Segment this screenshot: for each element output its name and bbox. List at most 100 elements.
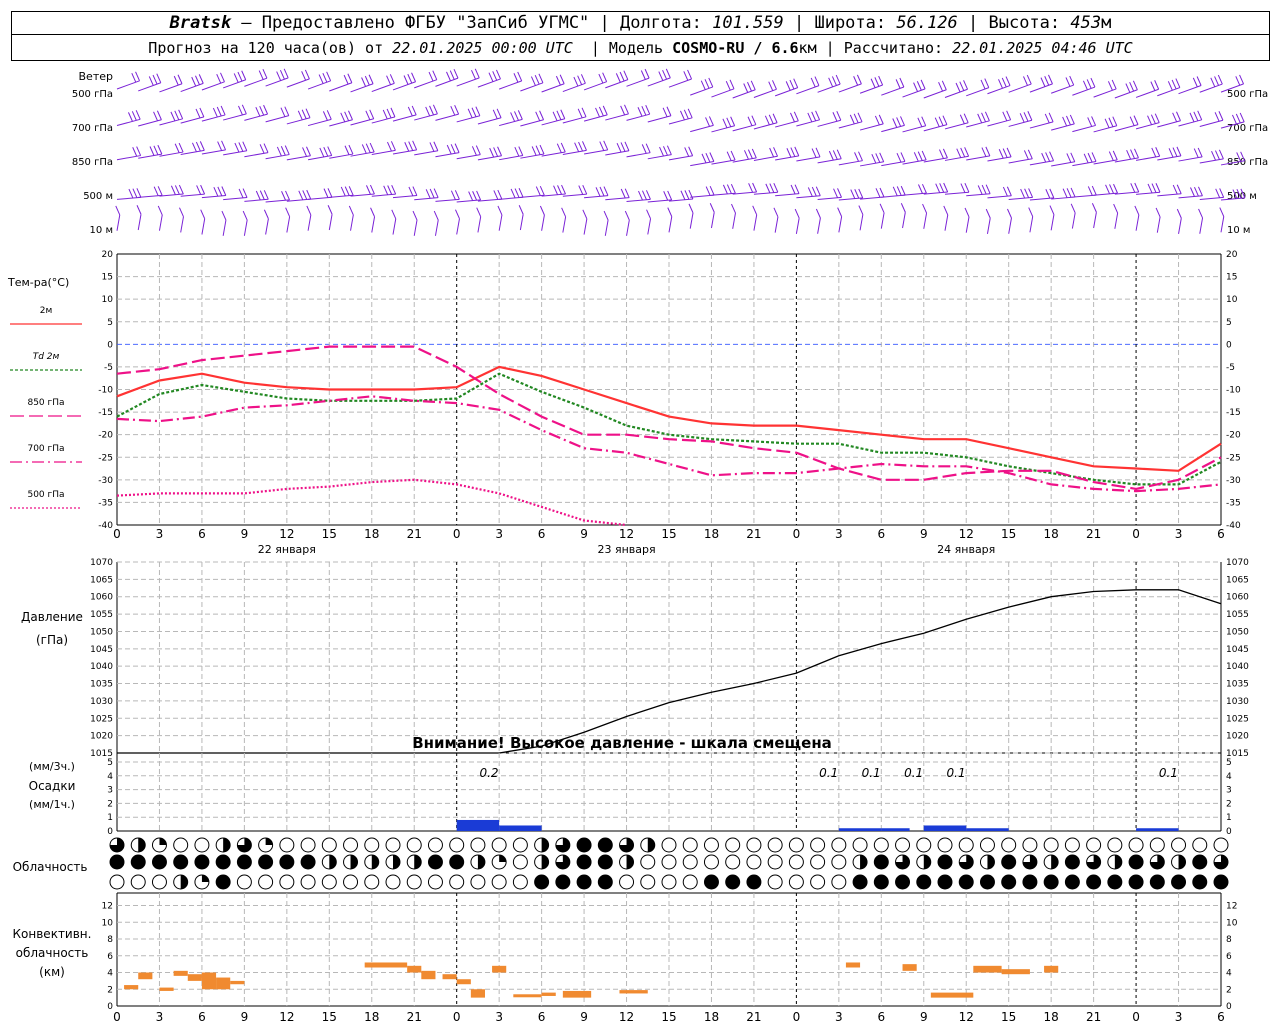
wind-barb-staff [1178,218,1182,234]
wind-barb-feather [241,70,247,80]
wind-barb-feather [875,188,881,198]
wind-barb-feather [1062,116,1068,127]
wind-barb-feather [128,188,134,199]
wind-barb-feather [620,105,626,116]
wind-barb-feather [1070,187,1076,198]
temp-ytick-right: -35 [1226,498,1241,508]
cloud-symbol [300,874,316,890]
cloud-fill-full [725,875,740,889]
precip-ytick-left: 5 [107,758,113,768]
wind-barb-feather [259,105,265,116]
wind-barb-staff [1220,216,1225,233]
wind-barb-staff [859,214,864,231]
wind-barb-feather [616,142,622,153]
wind-barb-feather [450,190,456,200]
pressure-line [117,589,1222,754]
cloud-fill-full [1044,875,1059,889]
wind-barb-feather [348,186,354,196]
temp-series-line [116,345,1222,491]
wind-barb-feather [730,150,736,161]
temp-ytick-right: -40 [1226,521,1241,531]
cloud-fill-partial [180,875,188,889]
time-tick-temp: 21 [746,527,761,541]
wind-barb-staff [1178,85,1202,95]
wind-barb-staff [1071,212,1076,229]
wind-barb-feather [534,74,540,85]
wind-barb-staff [1029,121,1054,129]
pressure-title: Давление [21,610,83,624]
wind-barb-feather [878,114,884,125]
wind-barb-feather [552,111,558,122]
cloud-symbol [109,874,125,890]
wind-barb-feather [1155,147,1161,157]
time-tick-temp: 0 [793,527,801,541]
wind-barb-feather [132,147,138,157]
wind-barb-staff [1114,89,1138,99]
wind-barb-feather [659,146,664,157]
wind-level-label-right: 850 гПа [1227,157,1268,168]
wind-barb-feather [790,112,795,123]
wind-barb-staff [541,214,545,231]
wind-barb-staff [329,119,353,127]
wind-barb-staff [859,161,884,167]
wind-barb-feather [955,82,961,93]
wind-barb-feather [156,73,162,83]
wind-barb-feather [700,80,706,90]
wind-barb-feather [577,108,583,119]
wind-barb-staff [180,82,204,93]
wind-barb-feather [1235,113,1241,124]
wind-barb-staff [265,77,289,87]
wind-barb-feather [318,74,324,84]
wind-barb-feather [556,143,562,153]
cloud-fill-full [1022,875,1037,889]
wind-barb-feather [195,75,200,85]
wind-barb-feather [1007,208,1012,219]
cloud-fill-full [916,875,931,889]
temp-legend-label: Td 2м [33,352,60,362]
wind-barb-staff [923,89,947,99]
cloud-symbol [1149,837,1165,853]
time-tick-temp: 18 [1044,527,1059,541]
wind-barb-feather [705,152,711,163]
wind-barb-staff [732,191,757,195]
cloud-symbol [619,874,635,890]
wind-barb-feather [348,205,354,216]
wind-barb-feather [497,146,503,156]
precip-label-3h: (мм/3ч.) [29,760,75,773]
pressure-ytick-right: 1025 [1226,714,1249,724]
conv-ytick-right: 2 [1226,985,1232,995]
wind-barb-feather [1172,184,1178,195]
conv-cloud-segment [124,985,139,990]
precip-ytick-left: 2 [107,799,113,809]
wind-barb-staff [180,193,205,197]
wind-barb-staff [1178,119,1202,127]
wind-barb-feather [751,148,757,159]
wind-barb-staff [796,85,820,95]
wind-barb-feather [174,143,180,153]
wind-barb-staff [371,149,396,156]
time-tick-bottom: 9 [241,1010,249,1024]
time-tick-bottom: 6 [877,1010,885,1024]
wind-barb-feather [1023,76,1028,86]
wind-barb-feather [518,205,524,215]
wind-barb-feather [560,109,566,119]
wind-barb-feather [645,190,651,200]
conv-cloud-segment [187,974,202,981]
wind-barb-staff [116,80,140,90]
wind-barb-feather [1091,185,1097,196]
temp-axis-title: Тем-ра(°C) [7,276,69,289]
wind-barb-feather [853,76,859,86]
time-tick-temp: 9 [920,527,928,541]
wind-barb-feather [556,110,562,120]
cloud-symbol [661,837,677,853]
time-tick-bottom: 18 [1044,1010,1059,1024]
time-tick-temp: 3 [495,527,503,541]
cloud-fill-full [598,875,613,889]
conv-cloud-segment [393,962,408,968]
cloud-symbol [321,874,337,890]
wind-barb-staff [690,124,714,133]
conv-cloud-segment [456,979,471,985]
conv-ytick-right: 0 [1226,1002,1232,1012]
pressure-ytick-left: 1065 [90,575,113,585]
wind-barb-feather [581,107,587,118]
